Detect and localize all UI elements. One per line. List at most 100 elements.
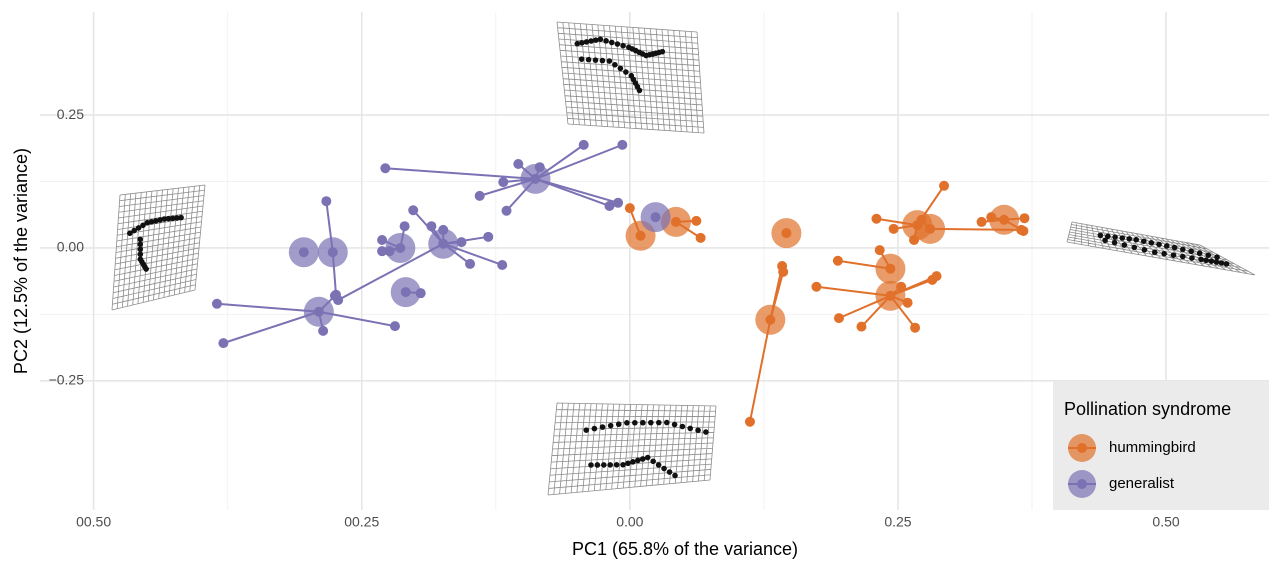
point: [377, 246, 388, 257]
point: [330, 289, 341, 300]
legend: Pollination syndrome hummingbird generalis…: [1053, 381, 1269, 510]
landmark: [1111, 239, 1118, 246]
landmark: [599, 57, 606, 64]
landmark: [591, 425, 598, 432]
landmark: [1218, 260, 1225, 266]
point: [578, 139, 589, 150]
point: [624, 203, 635, 214]
x-tick-label: 0.00: [616, 514, 643, 530]
landmark: [663, 419, 670, 426]
landmark: [650, 458, 656, 465]
point: [438, 224, 449, 235]
point: [896, 281, 907, 292]
connector: [223, 310, 320, 345]
landmark: [161, 216, 168, 222]
centroid-point: [781, 228, 792, 239]
point: [384, 246, 395, 257]
landmark: [588, 38, 594, 44]
legend-title: Pollination syndrome: [1064, 399, 1231, 419]
landmark: [143, 266, 149, 272]
landmark: [635, 457, 641, 464]
landmark: [1112, 234, 1118, 240]
landmark: [137, 236, 144, 243]
landmark: [613, 462, 620, 468]
landmark: [620, 461, 626, 468]
point: [456, 237, 467, 248]
landmark: [1179, 253, 1186, 260]
landmark: [625, 460, 631, 467]
y-tick-label: 0.25: [57, 106, 84, 122]
x-tick-label: 00.50: [76, 514, 111, 530]
landmark: [672, 472, 678, 479]
landmark: [607, 462, 614, 468]
landmark: [632, 419, 638, 426]
landmark: [1171, 244, 1178, 251]
point: [744, 416, 755, 427]
centroid-point: [650, 212, 661, 223]
landmark: [630, 459, 636, 465]
landmark: [603, 38, 609, 44]
point: [211, 298, 222, 309]
point: [415, 288, 426, 299]
landmark: [1223, 261, 1230, 267]
centroid-point: [999, 214, 1010, 225]
connector: [337, 242, 444, 301]
point: [986, 212, 997, 223]
landmark: [597, 36, 604, 43]
legend-dot: [1077, 443, 1087, 453]
centroid-point: [635, 230, 646, 241]
deformation-grid: [111, 184, 206, 311]
landmark: [131, 227, 138, 234]
centroid-point: [530, 173, 541, 184]
landmark: [1203, 257, 1209, 264]
point: [498, 177, 509, 188]
point: [613, 197, 624, 208]
connector: [385, 167, 536, 180]
point: [218, 338, 229, 349]
landmark: [583, 39, 590, 45]
point: [318, 325, 329, 336]
landmark: [140, 222, 146, 229]
landmark: [1133, 236, 1139, 243]
landmark: [614, 41, 621, 47]
point: [501, 205, 512, 216]
point: [483, 231, 494, 242]
landmark: [608, 39, 615, 46]
landmark: [174, 215, 180, 221]
landmark: [1161, 250, 1167, 257]
landmark: [703, 429, 709, 435]
point: [389, 321, 400, 332]
centroid-point: [313, 306, 324, 317]
landmark: [137, 251, 144, 258]
point: [474, 190, 485, 201]
landmark: [1156, 241, 1162, 248]
centroid-point: [395, 242, 406, 253]
landmark: [666, 469, 673, 475]
landmark: [583, 427, 590, 433]
point: [888, 223, 899, 234]
legend-label: generalist: [1109, 475, 1175, 492]
centroid-point: [298, 247, 309, 258]
point: [902, 297, 913, 308]
centroid-point: [925, 223, 936, 234]
point: [497, 259, 508, 270]
landmark: [623, 69, 629, 75]
point: [1019, 213, 1030, 224]
centroid-point: [438, 238, 449, 249]
landmark: [661, 465, 667, 472]
landmark: [169, 215, 176, 222]
point: [465, 258, 476, 269]
x-axis-title: PC1 (65.8% of the variance): [572, 539, 798, 559]
point: [916, 214, 927, 225]
landmark: [1180, 246, 1186, 253]
point: [377, 235, 388, 246]
landmark: [1141, 247, 1148, 253]
centroid-point: [400, 287, 411, 298]
point: [691, 215, 702, 226]
landmark: [1170, 252, 1177, 258]
connector: [216, 302, 319, 313]
landmark: [687, 425, 694, 432]
x-tick-label: 00.25: [344, 514, 379, 530]
point: [513, 159, 524, 170]
